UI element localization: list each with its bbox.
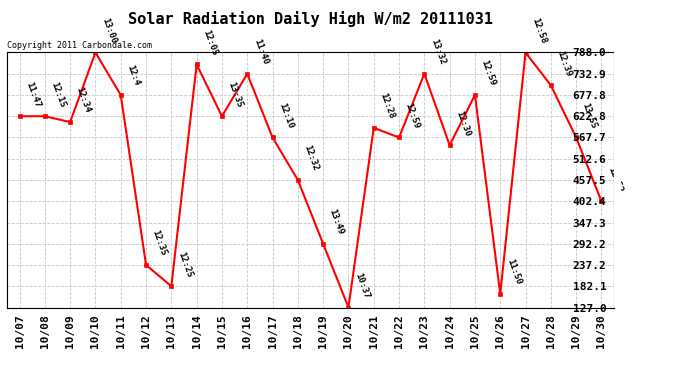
- Text: 12:4: 12:4: [126, 64, 141, 87]
- Text: 12:39: 12:39: [555, 50, 573, 78]
- Text: 13:32: 13:32: [429, 38, 446, 66]
- Text: Copyright 2011 Carbondale.com: Copyright 2011 Carbondale.com: [7, 41, 152, 50]
- Text: 12:32: 12:32: [302, 144, 320, 172]
- Text: 12:25: 12:25: [176, 250, 194, 279]
- Text: 13:49: 13:49: [328, 208, 346, 236]
- Text: 12:35: 12:35: [150, 229, 168, 257]
- Text: 12:59: 12:59: [404, 102, 422, 130]
- Text: 12:05: 12:05: [201, 28, 219, 57]
- Text: 12:28: 12:28: [378, 92, 396, 120]
- Text: 12:10: 12:10: [277, 102, 295, 130]
- Text: 11:40: 11:40: [252, 38, 270, 66]
- Text: 11:50: 11:50: [505, 258, 522, 286]
- Text: Solar Radiation Daily High W/m2 20111031: Solar Radiation Daily High W/m2 20111031: [128, 11, 493, 27]
- Text: 12:30: 12:30: [454, 109, 472, 138]
- Text: 12:59: 12:59: [480, 59, 497, 87]
- Text: 12:34: 12:34: [75, 86, 92, 114]
- Text: 10:37: 10:37: [353, 272, 371, 300]
- Text: 12:58: 12:58: [530, 16, 548, 45]
- Text: 11:47: 11:47: [24, 80, 42, 109]
- Text: 12:15: 12:15: [50, 80, 67, 109]
- Text: 12:52: 12:52: [606, 165, 624, 194]
- Text: 13:35: 13:35: [226, 80, 244, 109]
- Text: 13:55: 13:55: [581, 102, 598, 130]
- Text: 13:00: 13:00: [100, 16, 118, 45]
